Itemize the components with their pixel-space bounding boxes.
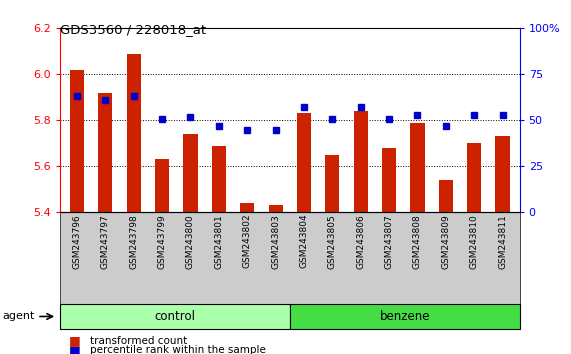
Bar (70, 70, 84, 212)
Bar (183, 134, 198, 212)
Bar (382, 148, 396, 212)
Bar (212, 146, 226, 212)
Text: ■: ■ (69, 344, 81, 354)
Bar (439, 180, 453, 212)
Text: GDS3560 / 228018_at: GDS3560 / 228018_at (60, 23, 206, 36)
Bar (467, 143, 481, 212)
Bar (127, 54, 141, 212)
Bar (98, 93, 112, 212)
Bar (325, 155, 339, 212)
Text: benzene: benzene (380, 310, 430, 323)
Bar (353, 111, 368, 212)
Bar (268, 206, 283, 212)
Text: percentile rank within the sample: percentile rank within the sample (90, 346, 266, 354)
Text: transformed count: transformed count (90, 336, 187, 346)
Bar (155, 160, 169, 212)
Text: agent: agent (3, 312, 35, 321)
Bar (297, 114, 311, 212)
Bar (240, 203, 254, 212)
Text: control: control (154, 310, 195, 323)
Text: ■: ■ (69, 334, 81, 347)
Bar (496, 137, 510, 212)
Bar (411, 123, 425, 212)
